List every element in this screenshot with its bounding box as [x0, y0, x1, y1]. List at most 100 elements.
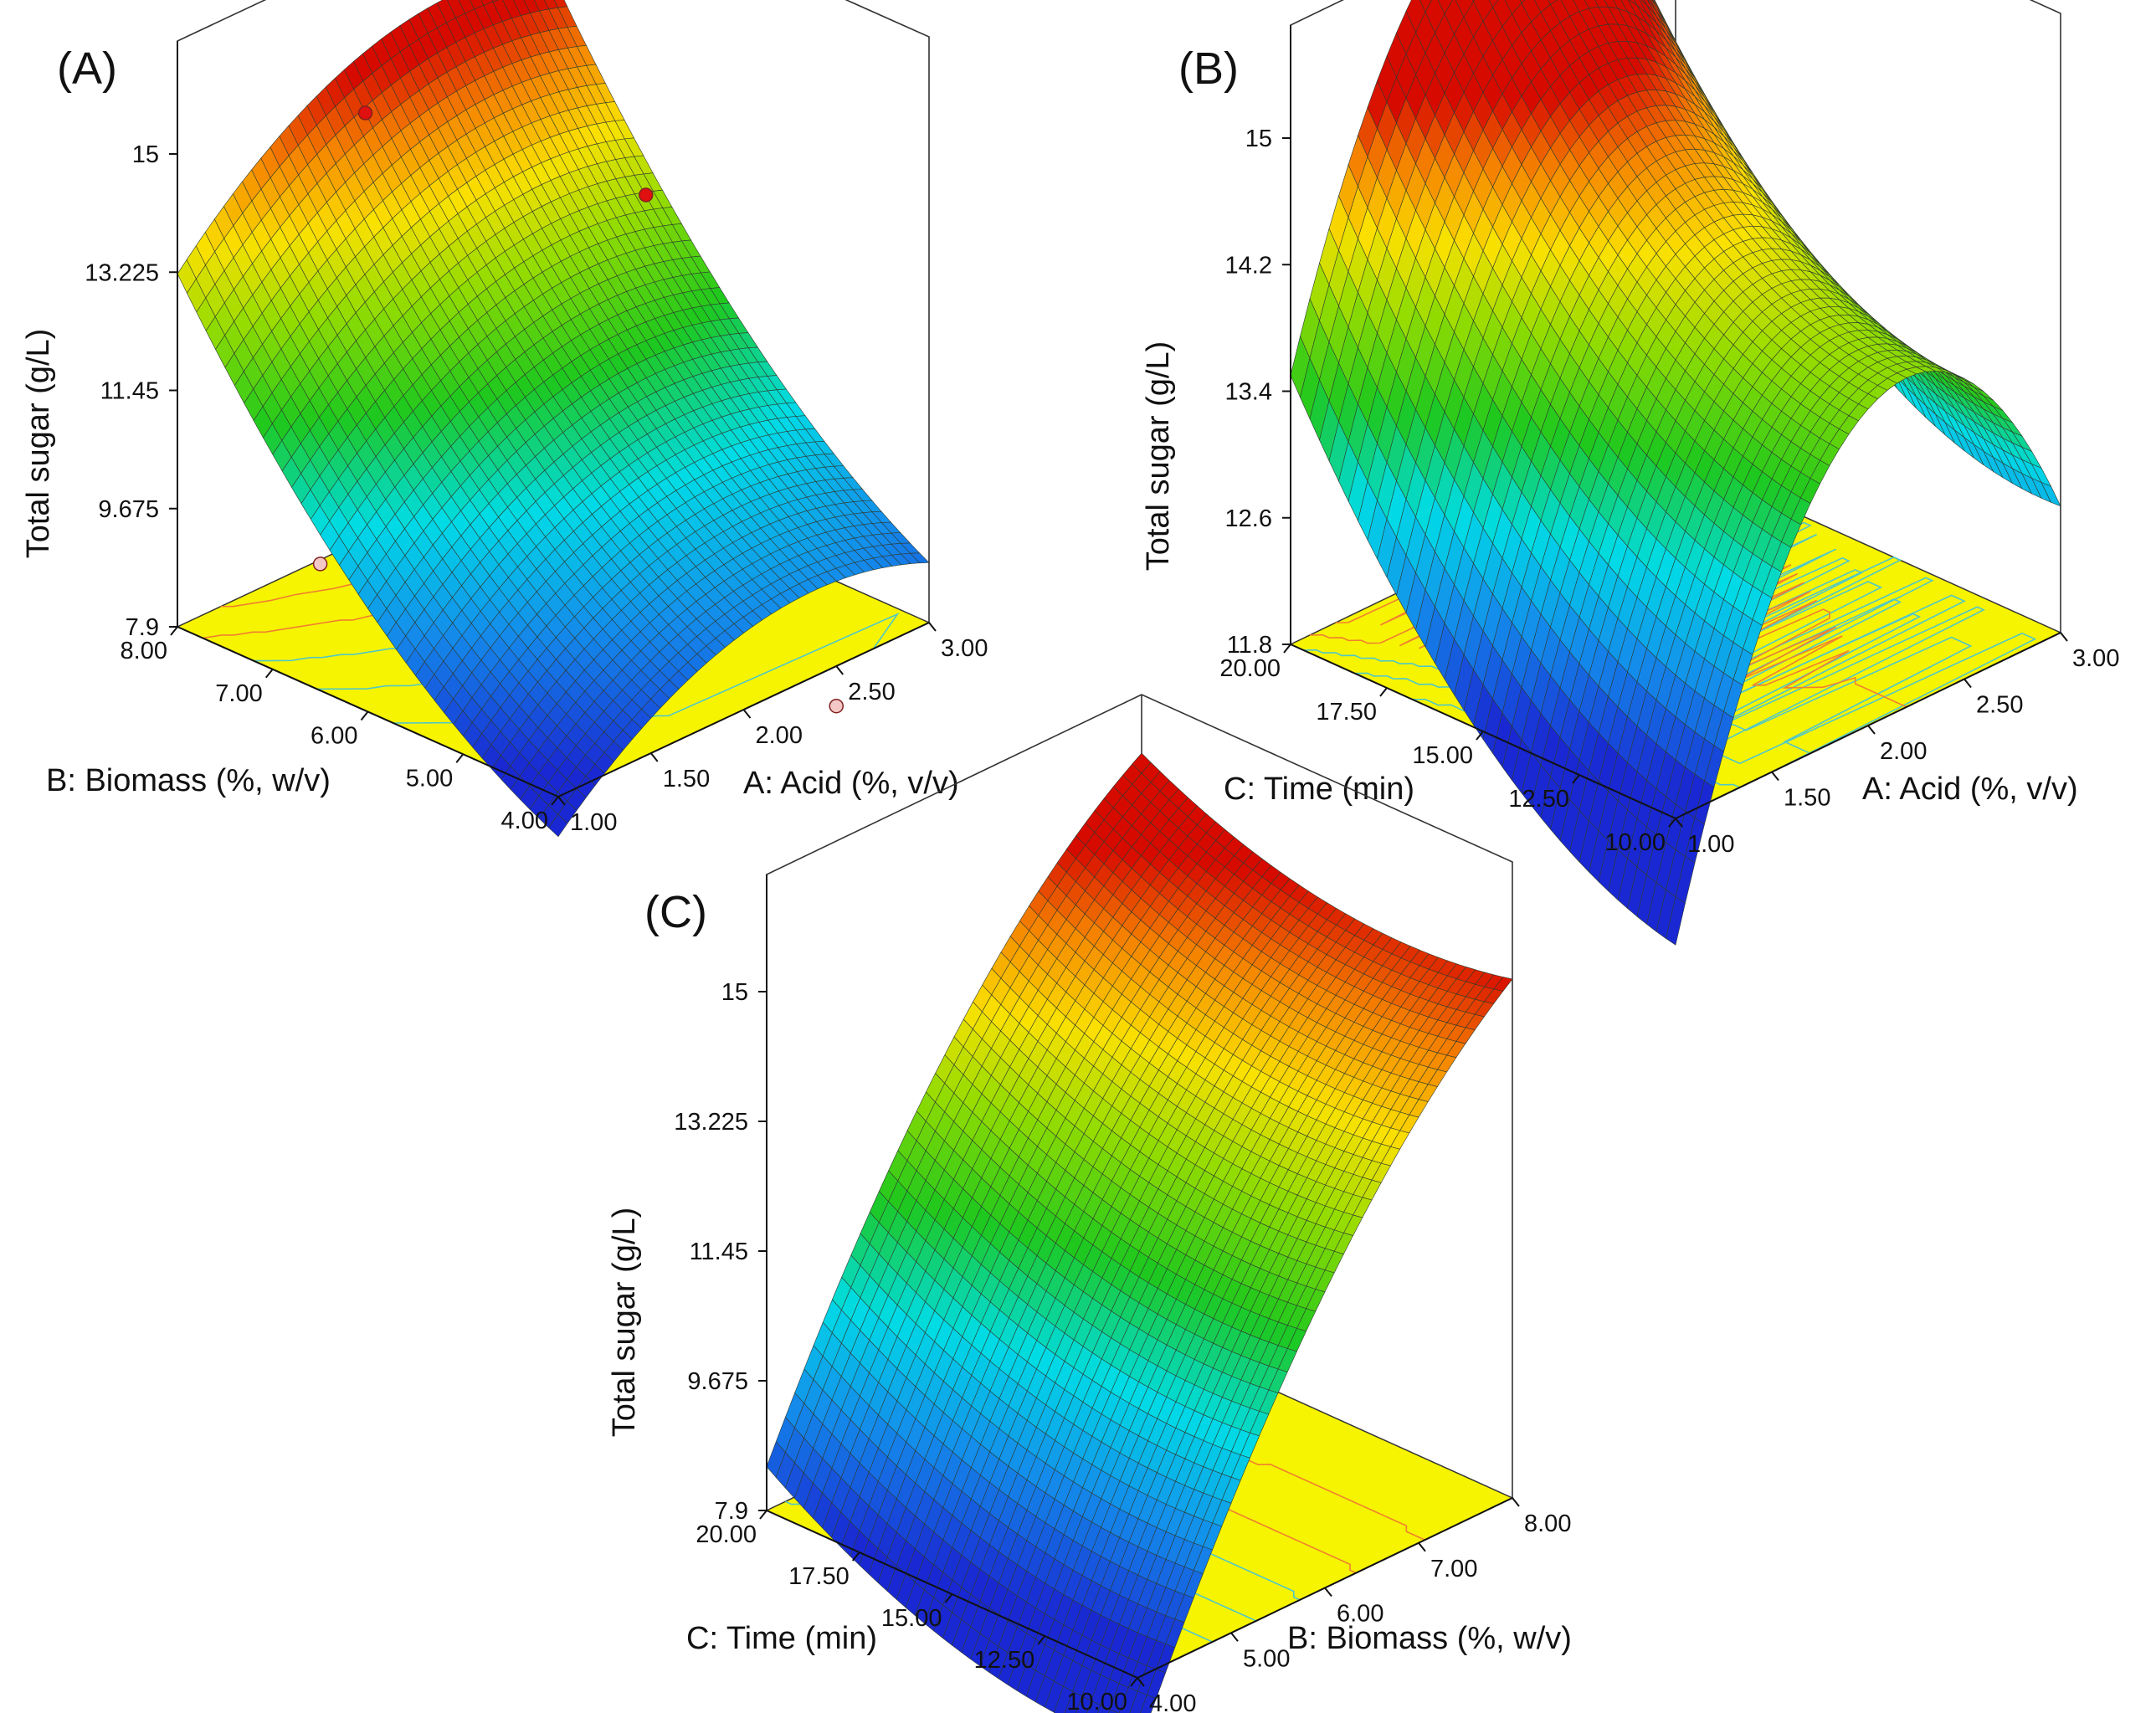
panel-label: (B) [1178, 44, 1239, 94]
z-tick-label: 13.225 [85, 259, 159, 286]
left-axis-tick-label: 12.50 [974, 1647, 1035, 1674]
surface-plot-panel-b: 11.812.613.414.21510.0012.5015.0017.5020… [1141, 0, 2119, 946]
right-axis-tick [928, 622, 937, 632]
z-axis-label: Total sugar (g/L) [21, 329, 56, 559]
response-surface [766, 752, 1513, 1713]
z-tick-label: 15 [132, 141, 159, 168]
z-tick-label: 9.675 [687, 1368, 748, 1395]
z-tick-label: 14.2 [1225, 252, 1272, 279]
right-axis-tick [2060, 632, 2068, 642]
z-tick-label: 15 [1245, 126, 1272, 152]
right-axis-tick-label: 1.00 [1687, 831, 1734, 858]
z-axis-label: Total sugar (g/L) [1141, 341, 1176, 572]
surface-cell [548, 813, 568, 838]
right-axis-tick [835, 665, 844, 675]
design-point [829, 698, 844, 714]
left-axis-tick-label: 17.50 [1316, 699, 1377, 726]
right-axis-label: B: Biomass (%, w/v) [1287, 1621, 1572, 1656]
right-axis-tick [1137, 1677, 1145, 1687]
design-point [639, 187, 654, 203]
right-axis-tick-label: 1.00 [570, 809, 617, 836]
right-axis-tick-label: 6.00 [1337, 1601, 1383, 1628]
surface-cell [1097, 1705, 1111, 1713]
right-axis-tick-label: 2.50 [848, 679, 895, 705]
z-tick-label: 13.225 [674, 1109, 748, 1136]
right-axis-tick-label: 1.50 [1784, 785, 1830, 812]
right-axis-tick [1964, 678, 1972, 689]
surface-cell [1419, 0, 1432, 13]
left-axis-tick [1130, 1677, 1138, 1687]
left-axis-label: C: Time (min) [1224, 772, 1414, 807]
left-axis-tick-label: 15.00 [881, 1605, 942, 1632]
right-axis-tick-label: 2.00 [1880, 738, 1927, 765]
left-axis-tick [170, 626, 178, 636]
panel-label: (C) [644, 887, 707, 937]
right-axis-tick-label: 8.00 [1524, 1510, 1571, 1537]
right-axis-tick-label: 2.50 [1976, 692, 2023, 719]
left-axis-tick-label: 8.00 [121, 638, 167, 664]
left-axis-tick-label: 5.00 [406, 765, 453, 792]
surface-cell [1108, 1709, 1119, 1713]
front-axes: 11.812.613.414.21510.0012.5015.0017.5020… [1219, 25, 2119, 858]
surface-cell [1666, 896, 1686, 946]
z-tick-label: 7.9 [715, 1498, 748, 1525]
z-tick-label: 9.675 [98, 496, 159, 523]
left-axis-tick-label: 6.00 [311, 723, 357, 750]
surface-cell [1086, 1700, 1101, 1713]
left-axis-tick [1037, 1635, 1046, 1645]
design-point [357, 105, 373, 121]
left-axis-label: C: Time (min) [686, 1621, 877, 1656]
z-tick-label: 11.8 [1227, 632, 1272, 659]
right-axis-tick [1418, 1542, 1426, 1552]
left-axis-tick-label: 20.00 [1219, 655, 1281, 682]
left-axis-tick-label: 4.00 [501, 808, 548, 834]
left-axis-tick-label: 10.00 [1066, 1689, 1127, 1713]
z-tick-label: 7.9 [126, 614, 159, 641]
right-axis-tick [557, 796, 566, 806]
left-axis-label: B: Biomass (%, w/v) [46, 763, 331, 798]
contour-line [1296, 513, 1973, 755]
right-axis-label: A: Acid (%, v/v) [743, 766, 959, 801]
left-axis-tick [1668, 818, 1676, 828]
left-axis-tick-label: 10.00 [1604, 829, 1666, 856]
response-surface [177, 0, 930, 838]
design-point [312, 556, 328, 572]
right-axis-tick-label: 1.50 [663, 766, 710, 792]
surface-plot-panel-a: 7.9 9.675 11.45 13.225 15 4.00 5.00 6.00 7.00 8.0… [21, 0, 988, 838]
surface-plot-panel-c: 7.9 9.675 11.45 13.225 15 10.00 12.50 15.00 17.5… [607, 694, 1572, 1713]
right-axis-tick-label: 5.00 [1243, 1645, 1290, 1672]
surface-cell [1488, 0, 1499, 8]
left-axis-tick [264, 669, 274, 679]
right-axis-tick-label: 3.00 [2072, 645, 2119, 672]
right-axis-tick [742, 709, 752, 719]
right-axis-tick [1324, 1587, 1332, 1598]
left-axis-tick [851, 1551, 860, 1562]
left-axis-tick [944, 1593, 953, 1603]
left-axis-tick [1379, 687, 1388, 697]
response-surface [1290, 0, 2061, 946]
left-axis-tick-label: 7.00 [215, 680, 262, 707]
front-axes: 7.9 9.675 11.45 13.225 15 10.00 12.50 15.00 17.5… [674, 874, 1571, 1713]
z-tick-label: 12.6 [1225, 505, 1272, 532]
front-axes: 7.9 9.675 11.45 13.225 15 4.00 5.00 6.00 7.00 8.0… [85, 41, 988, 836]
left-axis-tick [551, 796, 559, 806]
right-axis-tick [1230, 1632, 1239, 1642]
left-axis-tick-label: 12.50 [1508, 786, 1569, 813]
z-tick-label: 13.4 [1225, 379, 1272, 406]
z-tick-label: 11.45 [690, 1239, 748, 1265]
surface-cell [1140, 1695, 1157, 1713]
right-axis-tick [1675, 818, 1683, 828]
z-tick-label: 15 [721, 979, 748, 1006]
left-axis-tick [455, 753, 465, 763]
left-axis-tick [360, 710, 369, 721]
left-axis-tick-label: 20.00 [696, 1521, 757, 1548]
left-axis-tick-label: 17.50 [788, 1563, 850, 1590]
right-axis-label: A: Acid (%, v/v) [1862, 772, 2078, 807]
right-axis-tick [1867, 725, 1876, 735]
left-axis-tick [1283, 644, 1291, 654]
z-tick-label: 11.45 [100, 378, 159, 405]
z-axis-label: Total sugar (g/L) [607, 1208, 642, 1438]
right-axis-tick [649, 752, 659, 762]
right-axis-tick-label: 7.00 [1430, 1556, 1477, 1582]
